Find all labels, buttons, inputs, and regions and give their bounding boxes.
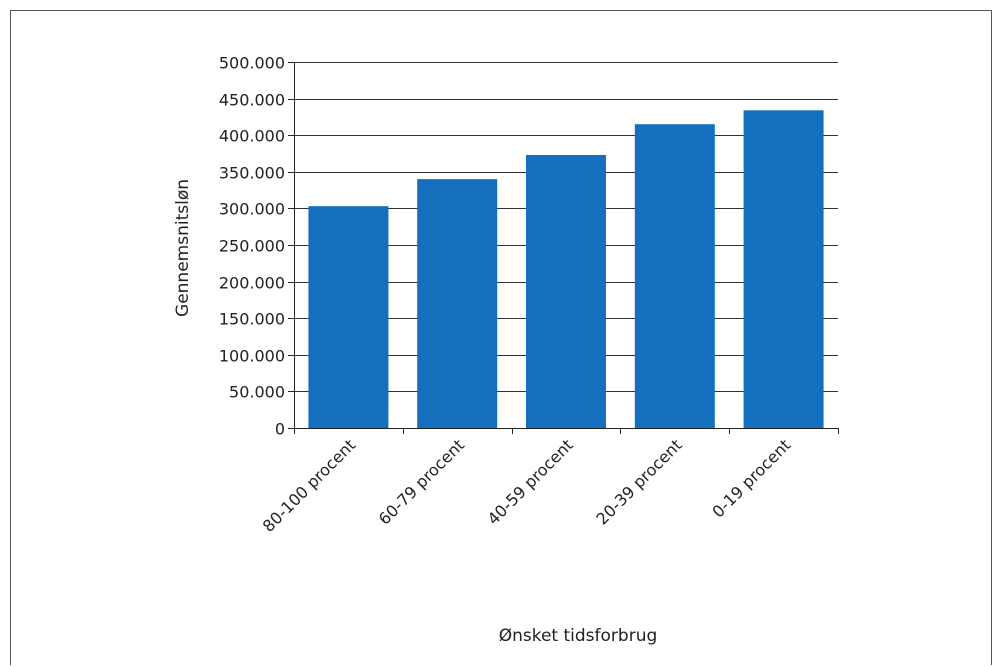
chart-frame: [10, 10, 992, 665]
bar: [743, 110, 824, 428]
y-tick-label: 450.000: [219, 91, 285, 110]
y-tick-label: 150.000: [219, 310, 285, 329]
bars: [308, 110, 824, 429]
x-tick-label: 20-39 procent: [592, 435, 685, 528]
y-tick-label: 0: [275, 420, 285, 439]
y-tick-label: 200.000: [219, 274, 285, 293]
x-tick-label: 0-19 procent: [708, 435, 794, 521]
y-tick-label: 500.000: [219, 54, 285, 73]
y-tick-label: 350.000: [219, 164, 285, 183]
x-tick-label: 80-100 procent: [259, 435, 359, 535]
y-tick-label: 100.000: [219, 347, 285, 366]
y-tick-labels: 0 50.000 100.000 150.000 200.000 250.000 300.0…: [219, 54, 285, 439]
x-tick-label: 60-79 procent: [375, 435, 468, 528]
bar: [634, 124, 715, 428]
y-tick-label: 400.000: [219, 127, 285, 146]
y-tick-label: 300.000: [219, 200, 285, 219]
axes: [288, 62, 839, 434]
y-axis-title: Gennemsnitsløn: [173, 179, 193, 317]
x-tick-labels: 80-100 procent 60-79 procent 40-59 procent…: [259, 435, 795, 535]
x-tick-label: 40-59 procent: [484, 435, 577, 528]
bar: [417, 179, 498, 428]
y-tick-label: 50.000: [229, 383, 285, 402]
y-tick-label: 250.000: [219, 237, 285, 256]
x-axis-title: Ønsket tidsforbrug: [499, 626, 658, 646]
bar: [526, 154, 606, 429]
bar: [308, 206, 389, 428]
